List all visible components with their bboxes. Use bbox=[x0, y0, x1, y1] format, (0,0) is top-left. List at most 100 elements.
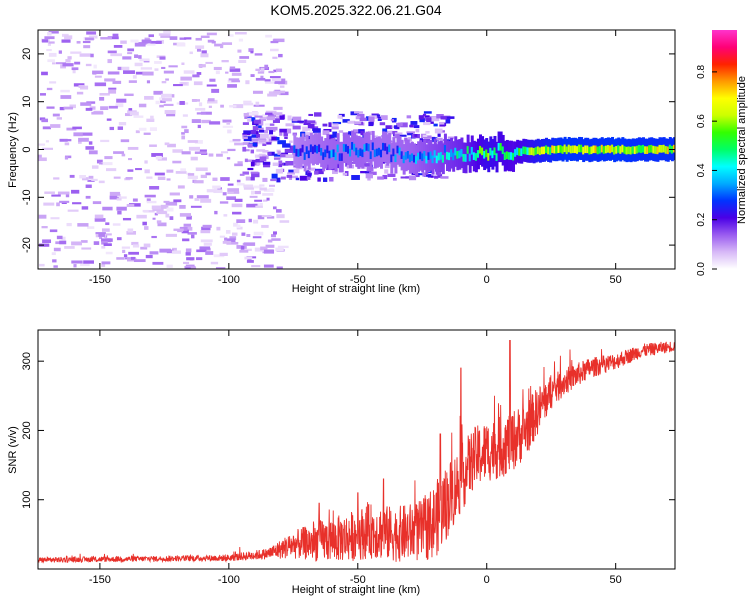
spectrogram-cell bbox=[41, 118, 49, 123]
spectrogram-cell bbox=[78, 85, 85, 88]
spectrogram-cell bbox=[213, 254, 225, 258]
spectrogram-cell bbox=[557, 145, 561, 153]
colorbar-tick-label: 0.6 bbox=[696, 114, 707, 128]
spectrogram-cell bbox=[110, 53, 122, 57]
spectrogram-cell bbox=[266, 116, 276, 121]
spectrogram-cell bbox=[179, 100, 185, 105]
spectrogram-cell bbox=[150, 40, 162, 44]
spectrogram-cell bbox=[288, 169, 295, 174]
spectrogram-cell bbox=[261, 215, 272, 218]
spectrogram-cell bbox=[153, 90, 163, 95]
spectrogram-cell bbox=[146, 176, 153, 179]
spectrogram-cell bbox=[307, 127, 311, 131]
spectrogram-cell bbox=[382, 142, 386, 151]
spectrogram-cell bbox=[344, 144, 348, 152]
spectrogram-cell bbox=[177, 185, 185, 189]
spectrogram-cell bbox=[273, 231, 277, 235]
spectrogram-cell bbox=[219, 252, 228, 257]
spectrogram-cell bbox=[303, 152, 307, 160]
spectrogram-cell bbox=[216, 153, 223, 157]
spectrogram-cell bbox=[256, 133, 263, 139]
spectrogram-cell bbox=[656, 146, 660, 155]
spectrogram-cell bbox=[360, 130, 364, 136]
spectrogram-cell bbox=[189, 195, 194, 199]
spectrogram-xlabel: Height of straight line (km) bbox=[292, 283, 420, 295]
spectrogram-cell bbox=[127, 169, 134, 172]
spectrogram-cell bbox=[662, 144, 666, 153]
spectrogram-cell bbox=[164, 110, 176, 115]
spectrogram-cell bbox=[273, 69, 278, 73]
spectrogram-cell bbox=[160, 204, 169, 209]
spectrogram-cell bbox=[232, 211, 242, 215]
spectrogram-cell bbox=[222, 119, 232, 123]
spectrogram-cell bbox=[156, 220, 162, 224]
spectrogram-cell bbox=[293, 168, 300, 174]
spectrogram-cell bbox=[194, 180, 204, 184]
spectrogram-cell bbox=[196, 112, 206, 115]
spectrogram-cell bbox=[336, 144, 340, 153]
spectrogram-cell bbox=[89, 106, 96, 110]
spectrogram-cell bbox=[264, 79, 271, 82]
spectrogram-cell bbox=[150, 115, 154, 120]
spectrogram-cell bbox=[77, 223, 89, 227]
spectrogram-cell bbox=[206, 32, 217, 36]
spectrogram-cell bbox=[272, 118, 280, 123]
spectrogram-cell bbox=[70, 51, 82, 54]
spectrogram-cell bbox=[495, 153, 499, 161]
spectrogram-cell bbox=[64, 156, 69, 160]
spectrogram-cell bbox=[47, 31, 52, 36]
spectrogram-cell bbox=[301, 144, 305, 153]
spectrogram-cell bbox=[99, 162, 103, 165]
spectrogram-cell bbox=[229, 68, 241, 72]
spectrogram-cell bbox=[205, 251, 214, 255]
spectrogram-cell bbox=[306, 167, 316, 171]
spectrogram-cell bbox=[171, 250, 181, 254]
spectrogram-cell bbox=[274, 157, 281, 160]
spectrogram-cell bbox=[414, 134, 418, 137]
spectrogram-cell bbox=[120, 139, 130, 143]
spectrogram-xtick-label: 0 bbox=[484, 274, 490, 286]
spectrogram-cell bbox=[149, 127, 157, 131]
spectrogram-cell bbox=[159, 248, 171, 253]
spectrogram-cell bbox=[248, 112, 259, 115]
spectrogram-cell bbox=[315, 169, 324, 175]
spectrogram-cell bbox=[247, 167, 254, 171]
spectrogram-cell bbox=[43, 202, 55, 206]
spectrogram-cell bbox=[117, 210, 122, 215]
spectrogram-cell bbox=[134, 62, 143, 67]
spectrogram-cell bbox=[225, 71, 229, 74]
snr-xlabel: Height of straight line (km) bbox=[292, 584, 420, 596]
spectrogram-cell bbox=[83, 260, 94, 264]
spectrogram-cell bbox=[268, 138, 273, 143]
spectrogram-cell bbox=[187, 175, 198, 179]
spectrogram-cell bbox=[391, 117, 397, 122]
spectrogram-cell bbox=[146, 80, 151, 84]
spectrogram-cell bbox=[639, 145, 643, 154]
spectrogram-cell bbox=[326, 145, 330, 154]
spectrogram-cell bbox=[166, 264, 173, 268]
spectrogram-cell bbox=[116, 98, 127, 103]
spectrogram-cell bbox=[279, 220, 290, 223]
spectrogram-cell bbox=[493, 147, 497, 156]
spectrogram-cell bbox=[602, 146, 606, 154]
spectrogram-cell bbox=[198, 102, 203, 107]
spectrogram-cell bbox=[41, 39, 49, 43]
spectrogram-cell bbox=[253, 185, 262, 189]
spectrogram-cell bbox=[234, 163, 243, 167]
spectrogram-cell bbox=[479, 145, 482, 154]
spectrogram-cell bbox=[522, 146, 526, 155]
spectrogram-cell bbox=[255, 68, 261, 71]
spectrogram-cell bbox=[69, 104, 76, 109]
spectrogram-cell bbox=[100, 162, 113, 166]
spectrogram-cell bbox=[565, 146, 569, 155]
spectrogram-cell bbox=[45, 140, 49, 143]
spectrogram-cell bbox=[283, 131, 288, 137]
spectrogram-cell bbox=[164, 142, 170, 146]
spectrogram-cell bbox=[524, 146, 528, 155]
spectrogram-cell bbox=[180, 76, 192, 81]
spectrogram-cell bbox=[641, 144, 645, 153]
spectrogram-cell bbox=[250, 129, 257, 134]
spectrogram-cell bbox=[377, 176, 384, 180]
spectrogram-cell bbox=[269, 130, 274, 135]
spectrogram-cell bbox=[87, 226, 95, 229]
